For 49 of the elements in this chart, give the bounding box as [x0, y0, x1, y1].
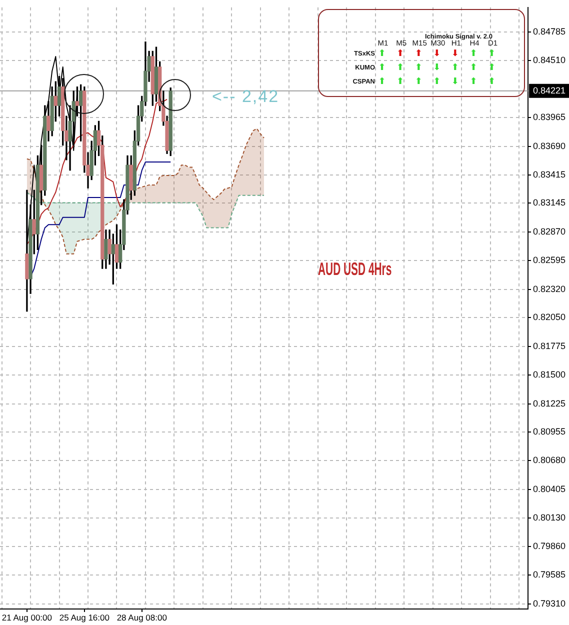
line-series	[26, 128, 264, 254]
y-tick-label: 0.81225	[533, 398, 566, 408]
line-series	[26, 192, 264, 228]
y-tick-label: 0.82595	[533, 255, 566, 266]
y-tick-label: 0.81500	[533, 370, 566, 380]
text: ⬆	[433, 77, 441, 87]
y-tick-label: 0.82320	[533, 284, 566, 294]
y-tick-label: 0.80955	[533, 426, 566, 436]
y-tick-label: 0.83690	[533, 140, 566, 151]
text: ⬆	[451, 63, 459, 73]
annotation: <-- 2,42	[212, 87, 280, 107]
y-tick-label: 0.80680	[533, 455, 566, 466]
text: ⬆	[396, 63, 404, 73]
y-tick-label: 0.82050	[533, 312, 566, 322]
text: ⬇	[451, 77, 459, 87]
text: AUD USD 4Hrs	[318, 259, 392, 280]
text: ⬆	[470, 49, 478, 59]
text: ⬇	[433, 49, 441, 59]
y-tick-label: 0.79860	[533, 540, 566, 551]
y-tick-label: 0.80405	[533, 484, 566, 494]
text: ⬆	[378, 49, 386, 59]
text: ⬆	[470, 63, 478, 73]
text: ⬆	[414, 63, 422, 73]
text: ⬆	[396, 49, 404, 59]
text: ⬆	[414, 49, 422, 59]
text: ⬆	[488, 77, 496, 87]
text: ⬆	[488, 49, 496, 59]
y-tick-label: 0.83145	[533, 198, 566, 208]
x-tick-label: 25 Aug 16:00	[59, 612, 110, 622]
y-tick-label: 0.83415	[533, 170, 566, 180]
y-tick-label: 0.80130	[533, 512, 566, 523]
text: ⬆	[378, 63, 386, 73]
text: ⬆	[470, 77, 478, 87]
y-tick-label: 0.79310	[533, 598, 566, 608]
text: ⬇	[451, 49, 459, 59]
text: ⬇	[433, 63, 441, 73]
x-tick-label: 21 Aug 00:00	[2, 612, 52, 622]
x-tick-label: 28 Aug 08:00	[116, 612, 168, 622]
y-tick-label: 0.79585	[533, 570, 566, 580]
text: ⬆	[414, 77, 422, 87]
y-tick-label: 0.82870	[533, 226, 566, 236]
text: ⬆	[488, 63, 496, 73]
text: ⬆	[396, 77, 404, 87]
y-tick-label: 0.84510	[533, 55, 566, 66]
text: ⬆	[378, 77, 386, 87]
y-tick-label: 0.81775	[533, 340, 566, 351]
y-tick-label: 0.83965	[533, 112, 566, 122]
y-tick-label: 0.84785	[533, 26, 566, 36]
ref-line-label: 0.84221	[533, 85, 566, 96]
